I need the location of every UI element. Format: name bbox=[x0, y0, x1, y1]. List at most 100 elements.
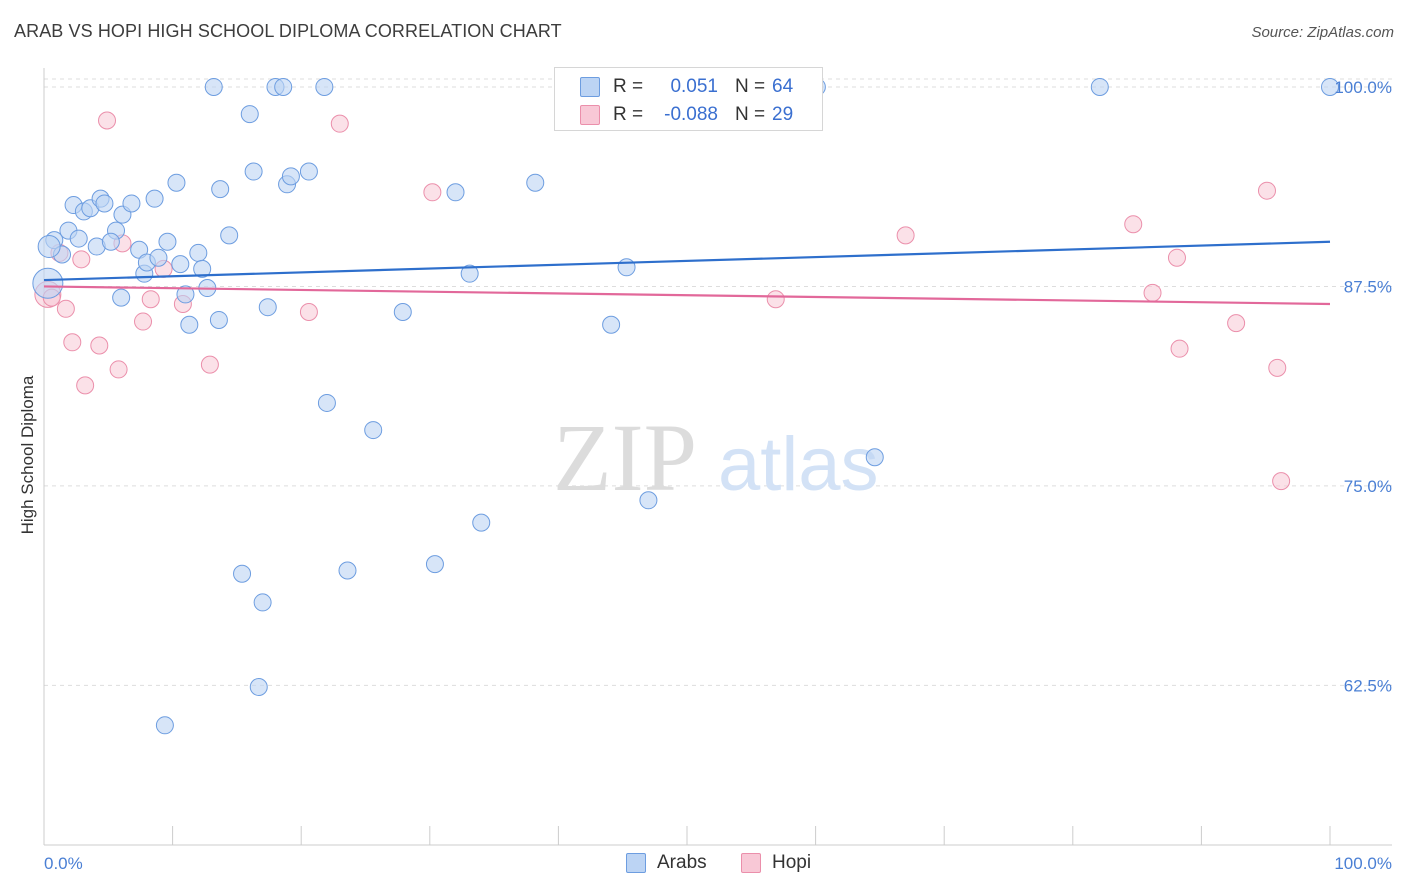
hopi-point bbox=[299, 302, 318, 321]
tick-labels: 62.5% 75.0% 87.5% 100.0% 0.0% 100.0% bbox=[44, 78, 1392, 873]
arabs-point bbox=[167, 173, 186, 192]
y-tick-label: 75.0% bbox=[1344, 477, 1392, 496]
arabs-point bbox=[233, 564, 252, 583]
hopi-point bbox=[63, 333, 82, 352]
arabs-point bbox=[211, 180, 230, 199]
hopi-point bbox=[1257, 181, 1276, 200]
arabs-trend-line bbox=[43, 240, 1331, 282]
legend-row-arabs: R = 0.051 N = 64 bbox=[555, 73, 822, 101]
arabs-point bbox=[249, 678, 268, 697]
arabs-point bbox=[281, 167, 300, 186]
hopi-point bbox=[1124, 215, 1143, 234]
y-tick-label: 100.0% bbox=[1334, 78, 1392, 97]
arabs-point bbox=[460, 264, 479, 283]
hopi-point bbox=[1227, 314, 1246, 333]
arabs-point bbox=[240, 105, 259, 124]
hopi-point bbox=[98, 111, 117, 130]
arabs-point bbox=[299, 162, 318, 181]
y-tick-label: 87.5% bbox=[1344, 277, 1392, 296]
hopi-point bbox=[109, 360, 128, 379]
arabs-point bbox=[258, 298, 277, 317]
hopi-swatch bbox=[580, 105, 600, 125]
hopi-point bbox=[1143, 283, 1162, 302]
arabs-point bbox=[338, 561, 357, 580]
arabs-point bbox=[526, 173, 545, 192]
x-tick-label: 0.0% bbox=[44, 854, 83, 873]
series-legend: Arabs Hopi bbox=[0, 852, 1406, 876]
hopi-point bbox=[766, 290, 785, 309]
hopi-point bbox=[72, 250, 91, 269]
hopi-point bbox=[1272, 472, 1291, 491]
arabs-point bbox=[1321, 77, 1339, 96]
arabs-point bbox=[180, 315, 199, 334]
arabs-point bbox=[69, 229, 88, 248]
trend-lines bbox=[43, 240, 1331, 306]
hopi-point bbox=[330, 114, 349, 133]
legend-row-hopi: R = -0.088 N = 29 bbox=[555, 101, 822, 129]
arabs-point bbox=[101, 232, 120, 251]
r-label: R = bbox=[613, 76, 644, 97]
arabs-point bbox=[393, 302, 412, 321]
r-value: 0.051 bbox=[670, 76, 718, 97]
hopi-trend-line bbox=[43, 285, 1331, 306]
arabs-point bbox=[37, 235, 61, 259]
hopi-point bbox=[90, 336, 109, 355]
arabs-swatch bbox=[626, 853, 646, 873]
arabs-point bbox=[317, 393, 336, 412]
arabs-point bbox=[244, 162, 263, 181]
hopi-point bbox=[200, 355, 219, 374]
n-value: 29 bbox=[772, 104, 794, 125]
arabs-point bbox=[274, 77, 293, 96]
arabs-point bbox=[189, 243, 208, 262]
arabs-point bbox=[865, 448, 884, 467]
hopi-point bbox=[134, 312, 153, 331]
hopi-point bbox=[896, 226, 915, 245]
n-label: N = bbox=[735, 104, 766, 125]
arabs-point bbox=[158, 232, 177, 251]
chart-title: ARAB VS HOPI HIGH SCHOOL DIPLOMA CORRELA… bbox=[14, 21, 562, 41]
hopi-point bbox=[423, 183, 442, 202]
hopi-swatch bbox=[741, 853, 761, 873]
arabs-point bbox=[193, 259, 212, 278]
hopi-point bbox=[141, 290, 160, 309]
arabs-point bbox=[95, 194, 114, 213]
y-tick-label: 62.5% bbox=[1344, 676, 1392, 695]
hopi-point bbox=[1167, 248, 1186, 267]
watermark-atlas: atlas bbox=[718, 422, 879, 507]
arabs-point bbox=[145, 189, 164, 208]
arabs-swatch bbox=[580, 77, 600, 97]
x-tick-label: 100.0% bbox=[1334, 854, 1392, 873]
arabs-point bbox=[472, 513, 491, 532]
arabs-point bbox=[122, 194, 141, 213]
arabs-point bbox=[364, 421, 383, 440]
arabs-point bbox=[425, 555, 444, 574]
arabs-point bbox=[209, 310, 228, 329]
arabs-point bbox=[171, 255, 190, 274]
arabs-point bbox=[1090, 77, 1109, 96]
hopi-point bbox=[1170, 339, 1189, 358]
n-value: 64 bbox=[772, 76, 794, 97]
arabs-point bbox=[617, 258, 636, 277]
arabs-point bbox=[155, 716, 174, 735]
axes bbox=[43, 68, 1392, 846]
r-label: R = bbox=[613, 104, 644, 125]
arabs-point bbox=[602, 315, 621, 334]
arabs-point bbox=[149, 248, 168, 267]
chart-source: Source: ZipAtlas.com bbox=[1251, 24, 1394, 41]
arabs-point bbox=[315, 77, 334, 96]
arabs-point bbox=[446, 183, 465, 202]
arabs-point bbox=[639, 491, 658, 510]
n-label: N = bbox=[735, 76, 766, 97]
arabs-point bbox=[204, 77, 223, 96]
hopi-point bbox=[76, 376, 95, 395]
legend-label-hopi: Hopi bbox=[772, 852, 812, 873]
r-value: -0.088 bbox=[664, 104, 718, 125]
arabs-point bbox=[253, 593, 272, 612]
hopi-point bbox=[1268, 358, 1287, 377]
arabs-point bbox=[176, 285, 195, 304]
stats-legend: R = 0.051 N = 64 R = -0.088 N = 29 bbox=[554, 67, 823, 131]
legend-label-arabs: Arabs bbox=[657, 852, 707, 873]
arabs-point bbox=[112, 288, 131, 307]
arabs-point bbox=[32, 267, 64, 299]
